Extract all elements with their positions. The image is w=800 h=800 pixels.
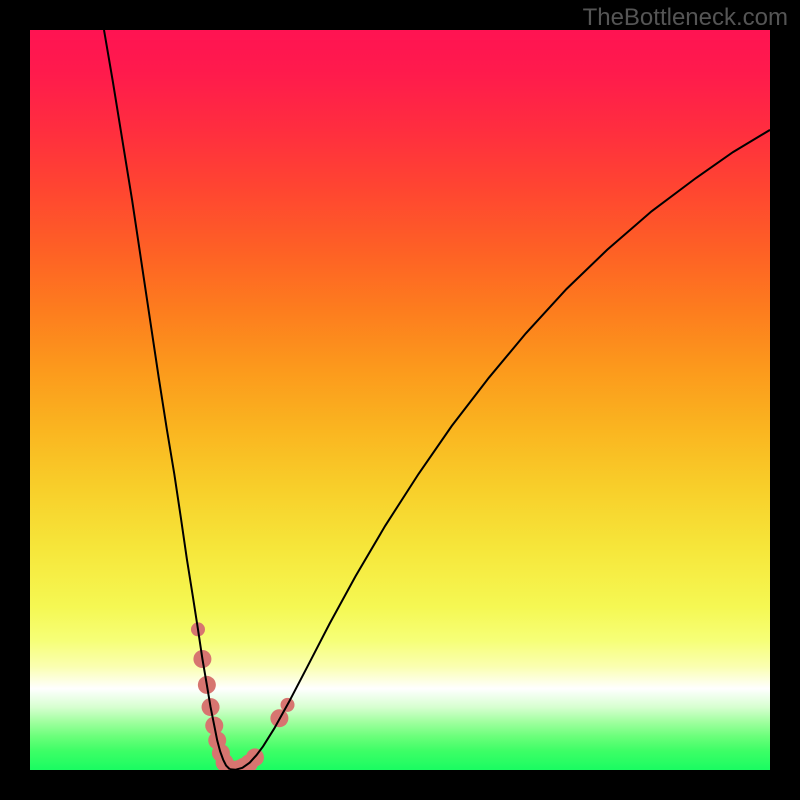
watermark-text: TheBottleneck.com [583, 4, 788, 32]
plot-svg [30, 30, 770, 770]
gradient-background [30, 30, 770, 770]
figure-container: TheBottleneck.com [0, 0, 800, 800]
plot-area [30, 30, 770, 770]
